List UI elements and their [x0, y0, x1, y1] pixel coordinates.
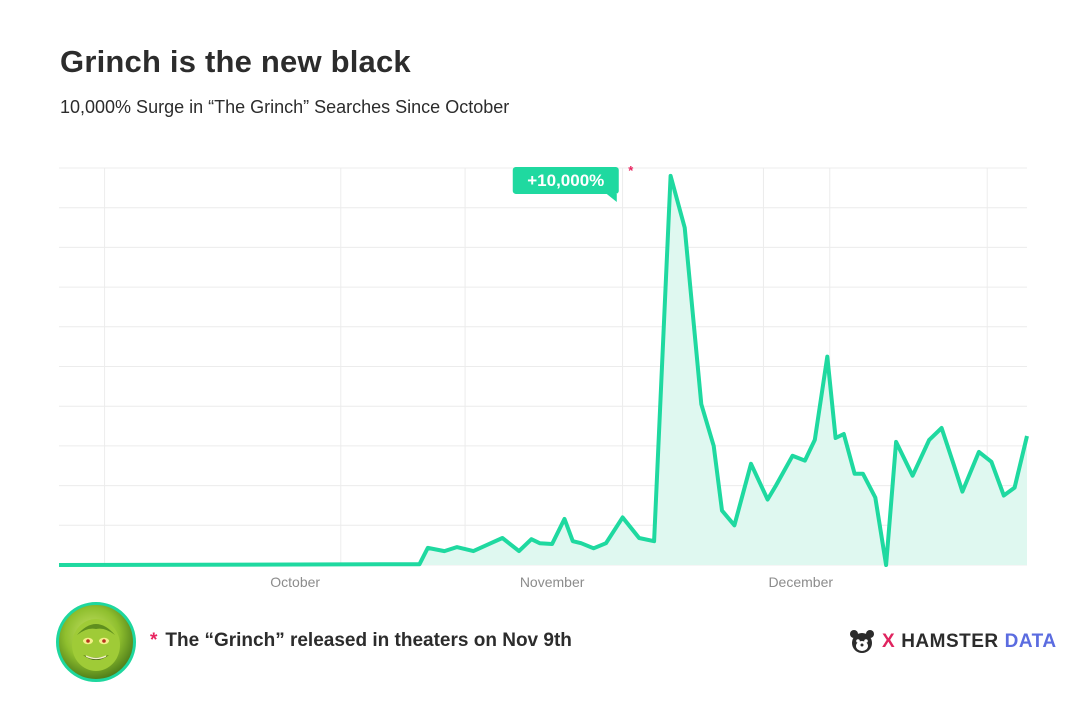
x-tick-label: November	[520, 574, 585, 590]
x-axis: October November December	[270, 574, 833, 590]
brand-hamster: HAMSTER	[901, 631, 999, 652]
annotation-box	[512, 166, 619, 194]
grid	[59, 167, 1027, 566]
series-line	[58, 173, 1029, 567]
grinch-avatar	[56, 602, 136, 682]
annotation-marker: *	[628, 163, 634, 178]
x-tick-label: October	[270, 574, 320, 590]
annotation-label: +10,000%	[527, 171, 604, 190]
brand-logo[interactable]: X HAMSTER DATA	[848, 628, 1057, 656]
x-tick-label: December	[768, 574, 833, 590]
grinch-face-icon	[72, 619, 120, 671]
annotation-pointer	[606, 193, 617, 202]
note-text: The “Grinch” released in theaters on Nov…	[165, 630, 572, 651]
brand-data: DATA	[1004, 631, 1057, 652]
peak-annotation: +10,000% *	[512, 163, 634, 202]
brand-x: X	[882, 631, 896, 652]
area-fill	[59, 175, 1027, 565]
note-marker: *	[150, 630, 158, 651]
chart-title: Grinch is the new black	[60, 44, 411, 79]
hamster-logo-icon	[850, 630, 874, 653]
release-note: * The “Grinch” released in theaters on No…	[150, 630, 572, 652]
chart-subtitle: 10,000% Surge in “The Grinch” Searches S…	[60, 97, 510, 117]
